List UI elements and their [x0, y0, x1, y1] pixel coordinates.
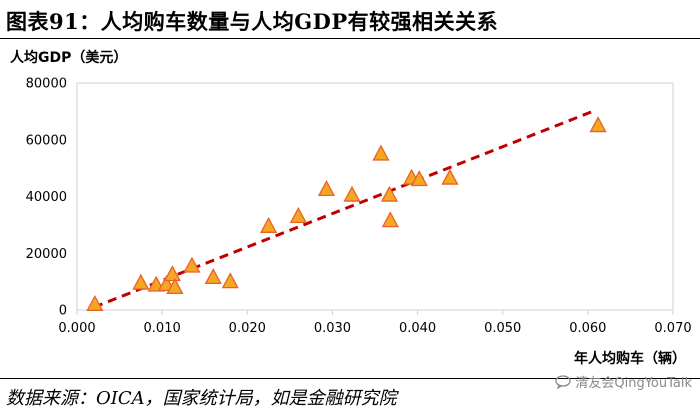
x-tick-label: 0.000	[58, 321, 95, 336]
y-tick-label: 40000	[26, 190, 67, 205]
x-axis-label: 年人均购车（辆）	[574, 351, 686, 367]
y-axis-label: 人均GDP（美元）	[10, 50, 128, 66]
title-divider	[0, 38, 700, 39]
plot-area	[76, 82, 674, 311]
data-point	[343, 185, 361, 202]
x-tick-label: 0.040	[399, 321, 436, 336]
y-tick-label: 60000	[26, 133, 67, 148]
source-divider	[0, 378, 700, 379]
data-point	[372, 144, 390, 161]
x-tick-label: 0.050	[484, 321, 521, 336]
y-tick-label: 80000	[26, 77, 67, 92]
x-tick-label: 0.070	[654, 321, 691, 336]
data-point	[289, 206, 307, 224]
watermark: 清友会QingYouTalk	[555, 372, 692, 391]
chart-title: 图表91：人均购车数量与人均GDP有较强相关关系	[6, 9, 499, 34]
x-tick-label: 0.010	[144, 321, 181, 336]
y-tick-label: 20000	[26, 247, 67, 262]
data-point	[441, 168, 459, 185]
y-tick-labels: 0 20000 40000 60000 80000	[26, 77, 67, 319]
data-point	[86, 294, 104, 311]
data-point	[589, 116, 607, 133]
data-point	[132, 273, 150, 290]
data-point	[221, 272, 239, 289]
x-tick-labels: 0.000 0.010 0.020 0.030 0.040 0.050 0.060 0.070	[58, 321, 691, 336]
title-bar: 图表91：人均购车数量与人均GDP有较强相关关系	[0, 0, 700, 38]
data-point	[381, 211, 399, 228]
source-note: 数据来源：OICA，国家统计局，如是金融研究院	[6, 388, 397, 409]
data-point	[204, 267, 222, 285]
x-tick-label: 0.030	[314, 321, 351, 336]
data-point	[183, 256, 201, 273]
data-points	[86, 116, 607, 311]
data-point	[380, 185, 399, 202]
watermark-text: 清友会QingYouTalk	[575, 376, 692, 391]
chat-bubble-icon	[555, 374, 572, 389]
x-tick-marks	[76, 310, 674, 315]
data-point	[410, 170, 428, 187]
data-point	[166, 277, 184, 294]
x-tick-label: 0.020	[229, 321, 266, 336]
data-point	[317, 180, 336, 197]
x-tick-label: 0.060	[569, 321, 606, 336]
data-point	[259, 216, 278, 233]
data-point	[163, 265, 181, 282]
y-tick-label: 0	[59, 304, 67, 319]
